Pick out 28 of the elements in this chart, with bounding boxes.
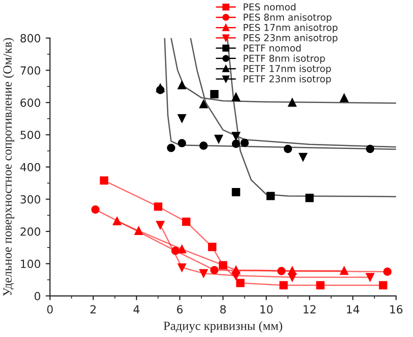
legend-label: PES 8nm anisotrop	[244, 13, 332, 23]
y-tick-label: 100	[20, 260, 40, 268]
y-tick-label: 0	[34, 292, 40, 300]
y-tick-label: 500	[20, 130, 40, 140]
y-tick-label: 200	[20, 227, 40, 236]
y-axis-title: Удельное поверхностное сопротивление (Ом/кв)	[2, 38, 14, 296]
y-tick-label: 400	[20, 162, 40, 172]
y-tick-label: 300	[20, 195, 40, 204]
legend-label: PES nomod	[244, 3, 296, 10]
x-tick-label: 2	[90, 305, 96, 314]
legend-label: PETF 8nm isotrop	[244, 54, 325, 64]
legend-label: PES 17nm anisotrop	[244, 24, 338, 33]
x-tick-label: 16	[390, 305, 402, 314]
x-tick-label: 12	[304, 305, 316, 314]
x-tick-label: 14	[346, 305, 360, 314]
y-tick-label: 600	[20, 98, 40, 107]
y-tick-label: 800	[20, 34, 40, 42]
legend-label: PETF 17nm isotrop	[244, 64, 331, 74]
legend-label: PETF nomod	[244, 44, 301, 52]
x-tick-label: 6	[177, 305, 183, 314]
legend-label: PES 23nm anisotrop	[244, 34, 338, 44]
x-tick-label: 8	[220, 305, 226, 314]
x-tick-label: 10	[260, 305, 273, 314]
legend-label: PETF 23nm isotrop	[244, 75, 331, 84]
x-tick-label: 0	[47, 305, 53, 314]
y-tick-label: 700	[20, 66, 40, 75]
x-axis-title: Радиус кривизны (мм)	[164, 321, 282, 333]
x-tick-label: 4	[134, 305, 140, 314]
